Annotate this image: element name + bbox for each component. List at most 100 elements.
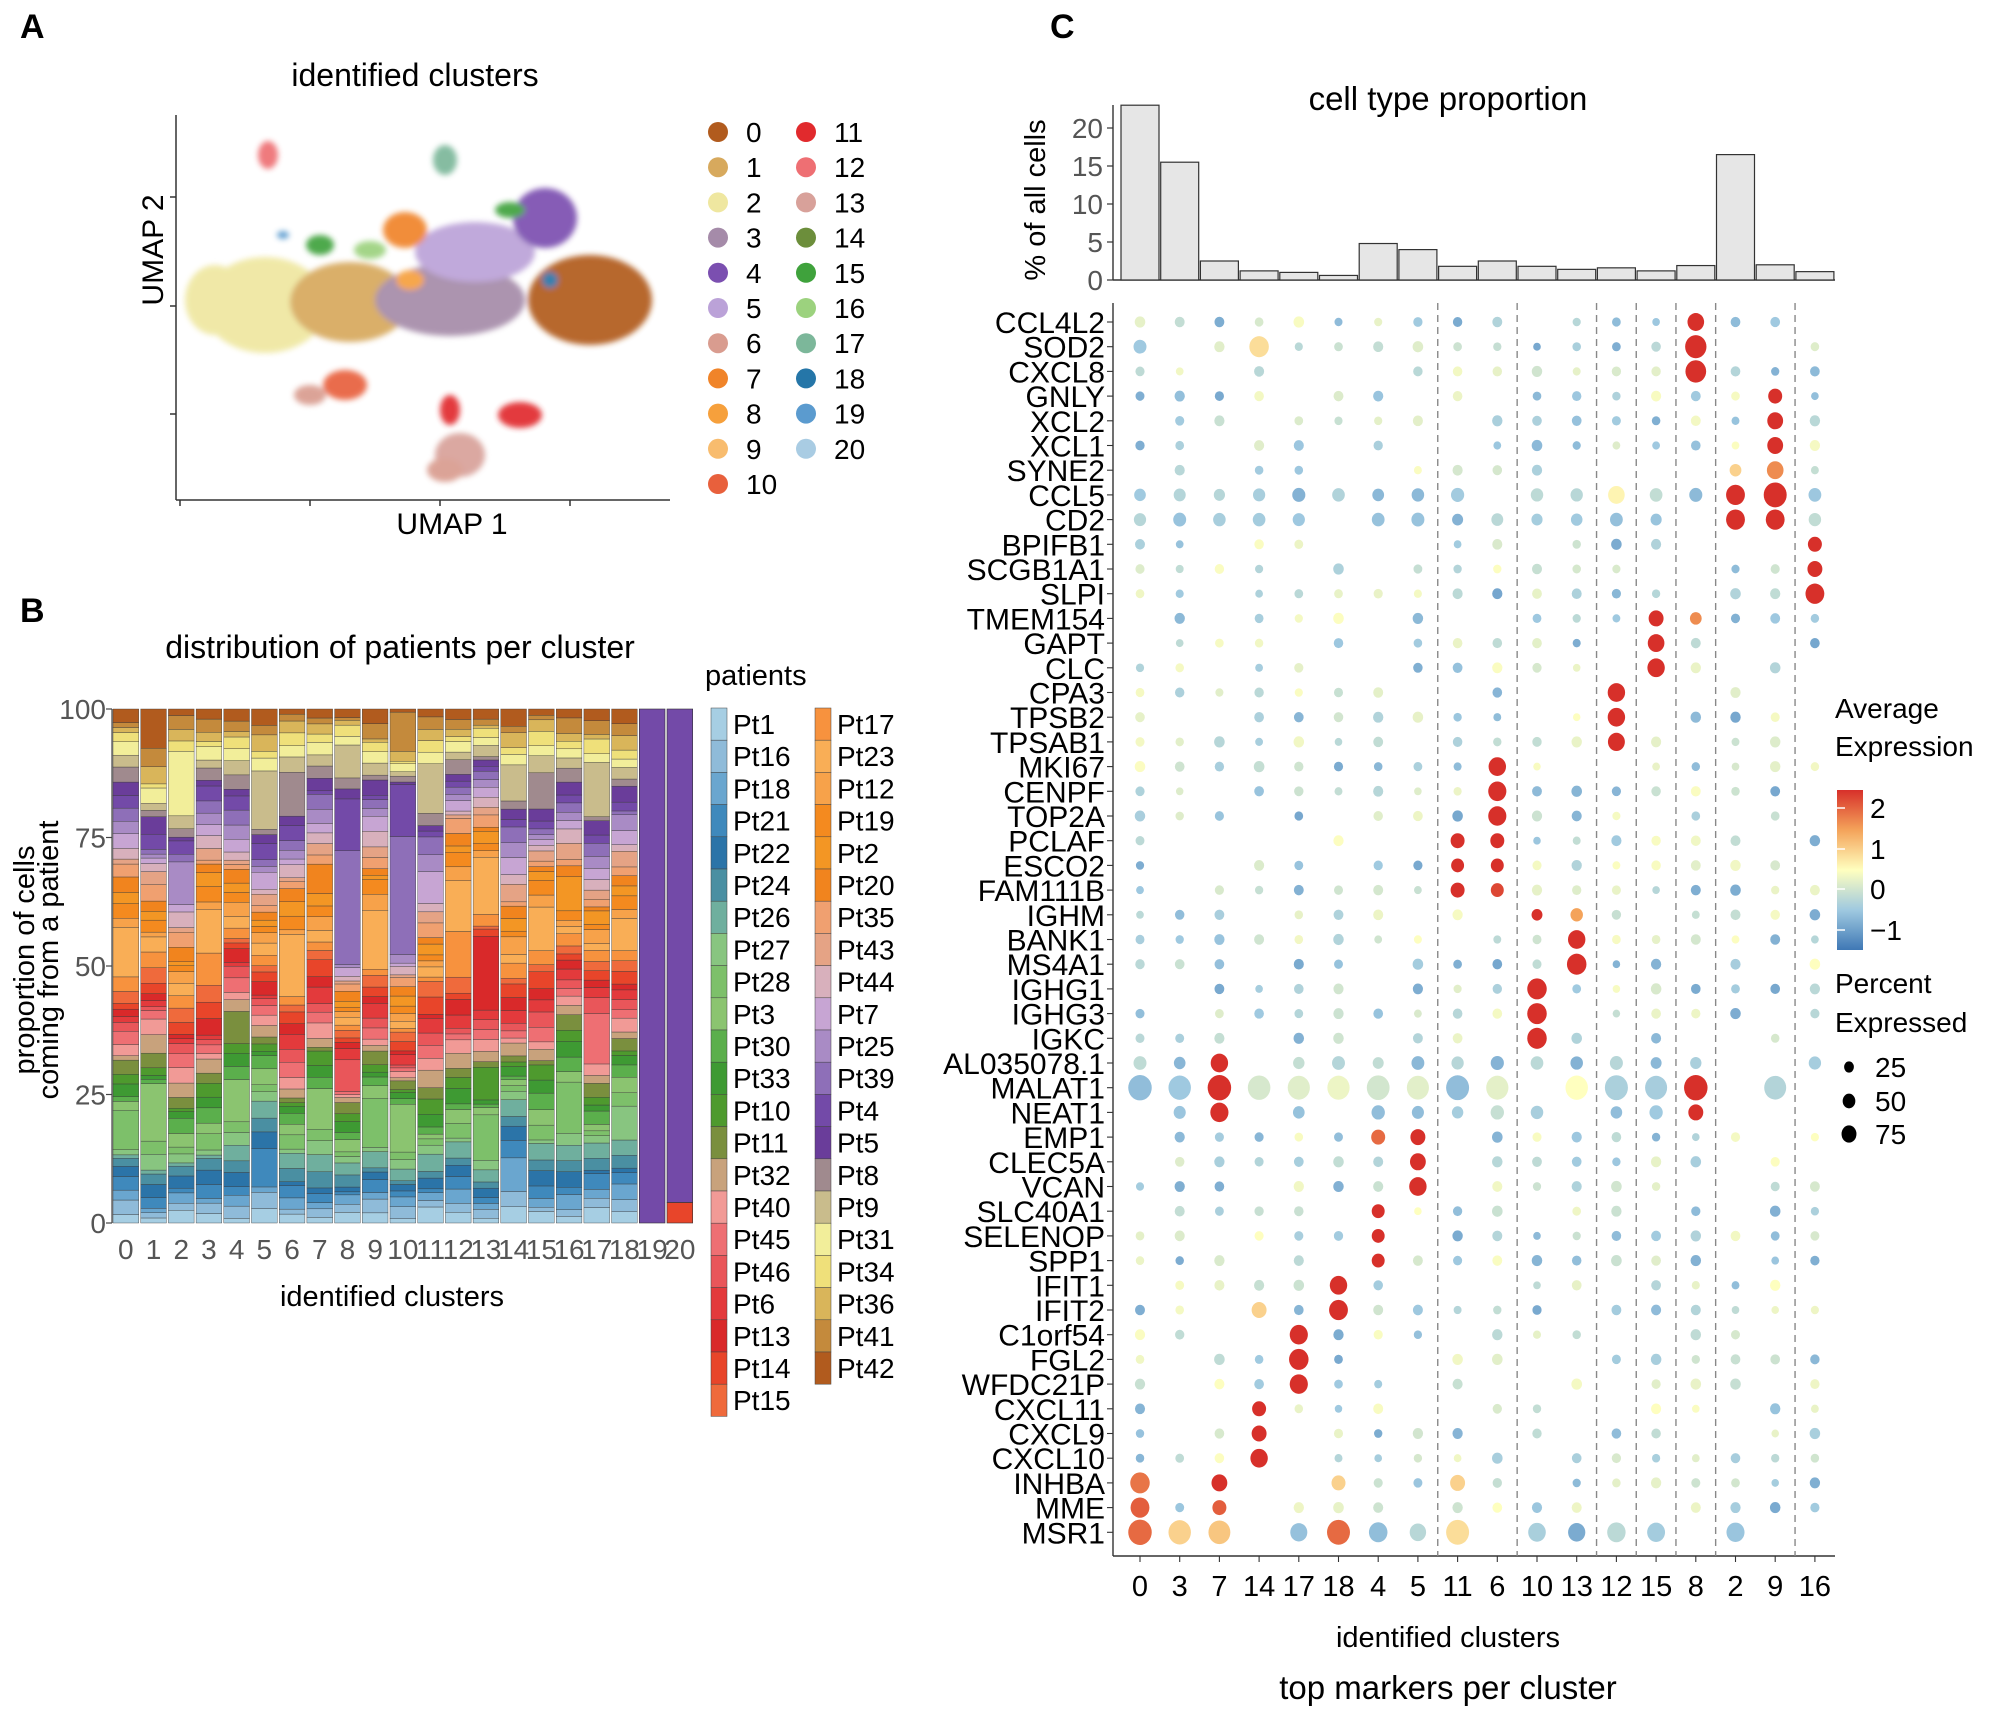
bar-b-segment (556, 968, 583, 981)
bar-b-segment (168, 1175, 195, 1189)
expression-dot (1373, 860, 1383, 871)
bar-b-xtick-label: 6 (284, 1234, 300, 1265)
expression-dot (1373, 1280, 1383, 1291)
expression-dot (1413, 466, 1422, 475)
bar-b-segment (445, 759, 472, 775)
cell-prop-bar (1636, 270, 1676, 281)
bar-b-segment (251, 1043, 278, 1052)
gene-label: MALAT1 (991, 1073, 1105, 1106)
expression-dot (1451, 1106, 1464, 1119)
gene-label: VCAN (1022, 1172, 1105, 1205)
bar-b-segment (389, 771, 416, 777)
bar-b-segment (195, 1001, 223, 1019)
gene-label: ESCO2 (1003, 850, 1105, 883)
dotplot-caption: top markers per cluster (1279, 1669, 1616, 1706)
expression-dot (1136, 886, 1144, 895)
expression-dot (1530, 1105, 1544, 1120)
bar-b-segment (112, 927, 139, 978)
bar-b-segment (417, 1018, 444, 1034)
expression-dot (1532, 1132, 1542, 1142)
bar-b-segment (334, 1194, 361, 1205)
expression-dot (1651, 589, 1661, 599)
bar-b-segment (251, 834, 278, 844)
expression-dot (1175, 935, 1184, 944)
expression-dot (1290, 1523, 1308, 1542)
expression-dot (1452, 366, 1463, 377)
bar-b-segment (334, 983, 361, 992)
bar-b-segment (223, 1132, 250, 1146)
bar-b-segment (140, 993, 167, 1001)
expression-dot (1809, 1427, 1821, 1440)
bar-b-segment (306, 976, 333, 988)
bar-b-segment (334, 1048, 361, 1061)
bar-b-segment (334, 1030, 361, 1039)
bar-b-segment (112, 976, 139, 992)
bar-b-segment (472, 826, 500, 832)
expression-dot (1490, 1055, 1504, 1071)
bar-b-segment (556, 802, 583, 813)
bar-b-segment (251, 981, 278, 996)
bar-b-segment (389, 711, 416, 752)
bar-b-segment (611, 814, 638, 831)
bar-b-segment (334, 1113, 361, 1122)
bar-b-segment (168, 828, 195, 838)
bar-b-segment (556, 995, 583, 1006)
bar-b-segment (417, 1138, 444, 1146)
bar-b-segment (472, 1160, 500, 1171)
expression-dot (1214, 983, 1225, 995)
bar-b-segment (583, 950, 610, 962)
bar-b-segment (112, 903, 139, 919)
bar-b-segment (611, 885, 638, 897)
expression-dot (1175, 1033, 1185, 1044)
expression-dot (1213, 512, 1226, 527)
bar-b-segment (389, 1050, 416, 1055)
expression-dot (1135, 539, 1145, 550)
expression-dot (1450, 833, 1465, 849)
bar-b-segment (528, 860, 555, 867)
bar-b-segment (140, 1140, 167, 1155)
bar-b-segment (500, 1157, 527, 1192)
expression-dot (1294, 614, 1303, 623)
bar-b-segment (472, 1051, 500, 1062)
expression-dot (1731, 1478, 1740, 1488)
expression-dot (1611, 1205, 1622, 1217)
bar-b-segment (112, 781, 139, 796)
patient-legend-swatch (710, 1061, 728, 1095)
expression-dot (1255, 984, 1263, 993)
bar-b-segment (472, 1181, 500, 1189)
expression-dot (1531, 439, 1543, 452)
bar-b-segment (140, 1006, 167, 1011)
expression-dot (1492, 662, 1503, 674)
expression-dot (1809, 1477, 1821, 1489)
patient-legend-label: Pt25 (837, 1031, 895, 1062)
expression-dot (1730, 613, 1741, 624)
expression-dot (1690, 1502, 1701, 1513)
bar-b-segment (334, 1162, 361, 1176)
bar-b-segment (279, 929, 306, 935)
bar-b-segment (195, 1053, 223, 1060)
bar-b-segment (195, 1122, 223, 1134)
bar-b-segment (334, 1037, 361, 1043)
expression-dot (1651, 1255, 1661, 1266)
expression-dot (1134, 1378, 1146, 1390)
bar-b-segment (168, 947, 195, 963)
expression-dot (1493, 564, 1502, 574)
expression-dot (1493, 737, 1502, 747)
bar-b-segment (611, 1038, 638, 1052)
expression-dot (1768, 388, 1783, 404)
expression-dot (1652, 886, 1660, 895)
bar-b-segment (500, 754, 527, 766)
cluster-label: 3 (1172, 1571, 1188, 1603)
bar-b-segment (556, 910, 583, 921)
bar-b-segment (611, 1183, 638, 1200)
expression-dot (1691, 1454, 1700, 1463)
patient-legend-swatch (814, 739, 832, 773)
expression-dot (1730, 958, 1741, 970)
bar-b-segment (528, 1049, 555, 1061)
gene-label: TPSAB1 (990, 727, 1105, 760)
expression-dot (1730, 588, 1741, 600)
gene-label: XCL1 (1030, 431, 1105, 464)
bar-b-segment (223, 824, 250, 840)
expression-dot (1333, 909, 1344, 921)
